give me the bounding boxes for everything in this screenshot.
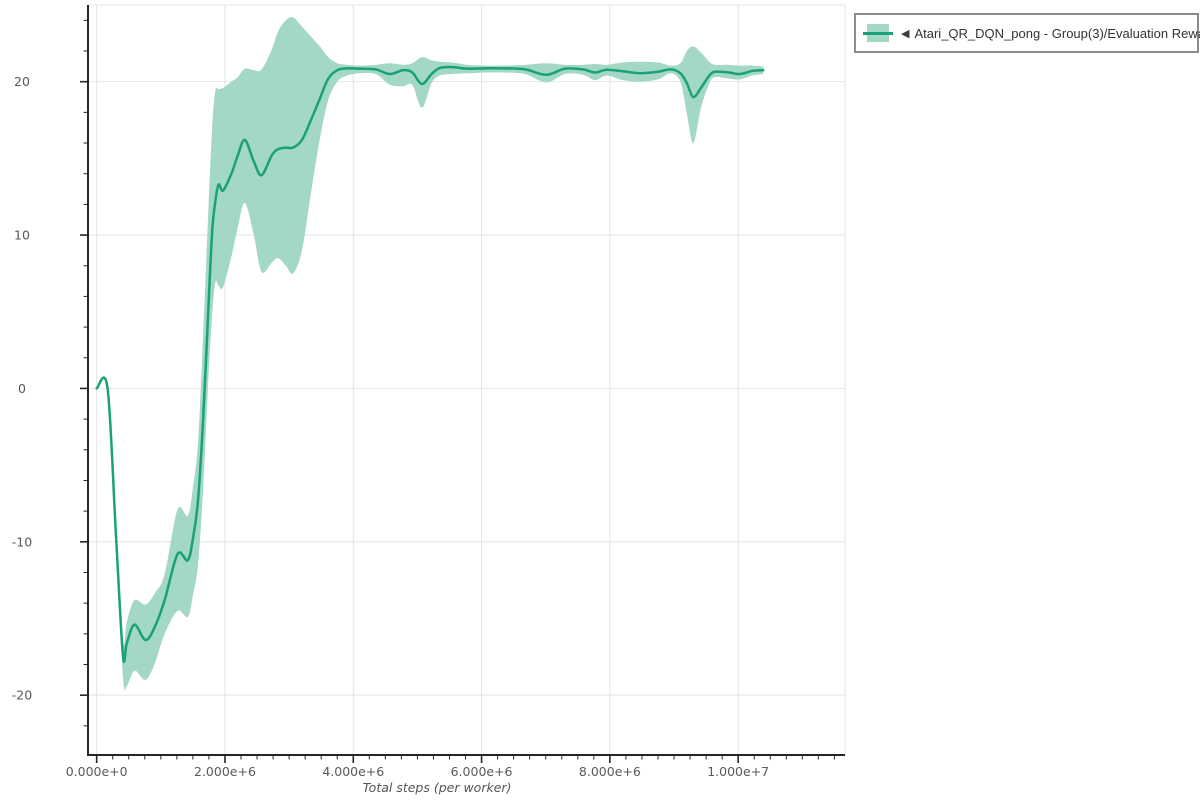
legend-item[interactable]: ◀ Atari_QR_DQN_pong - Group(3)/Evaluatio…: [863, 24, 1200, 42]
legend-swatch-icon: [863, 24, 893, 42]
y-tick-label: 0: [18, 381, 26, 396]
legend-line-swatch: [863, 31, 893, 35]
confidence-band: [96, 16, 764, 691]
axis-spines: [87, 5, 845, 756]
mean-line: [95, 65, 765, 664]
x-axis-title: Total steps (per worker): [362, 780, 512, 795]
legend: ◀ Atari_QR_DQN_pong - Group(3)/Evaluatio…: [854, 13, 1200, 53]
tick-labels: 0.000e+0 2.000e+6 4.000e+6 6.000e+6 8.000e+6…: [12, 74, 769, 779]
legend-label: Atari_QR_DQN_pong - Group(3)/Evaluation …: [914, 25, 1200, 41]
y-tick-label: 20: [14, 74, 30, 89]
y-tick-label: -10: [12, 534, 32, 549]
x-tick-label: 8.000e+6: [579, 764, 641, 779]
axis-ticks: [80, 19, 835, 763]
x-tick-label: 4.000e+6: [322, 764, 384, 779]
legend-collapse-icon[interactable]: ◀: [901, 26, 910, 40]
x-tick-label: 0.000e+0: [66, 764, 128, 779]
gridlines: [88, 4, 846, 755]
x-tick-label: 1.000e+7: [707, 764, 769, 779]
x-tick-label: 6.000e+6: [451, 764, 513, 779]
y-tick-label: -20: [12, 688, 32, 703]
y-tick-label: 10: [14, 228, 30, 243]
x-tick-label: 2.000e+6: [194, 764, 256, 779]
